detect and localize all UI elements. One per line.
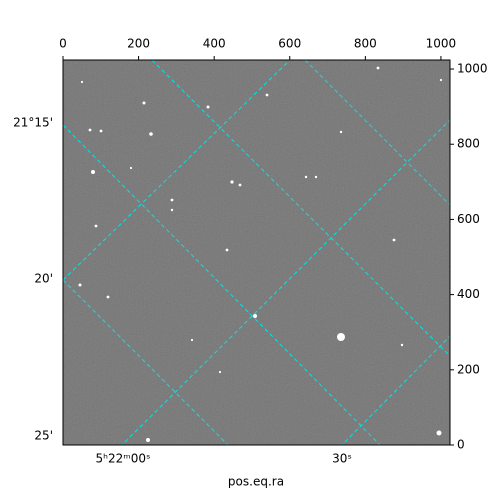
ra-tick-label: 5ʰ22ᵐ00ˢ	[96, 452, 151, 466]
frame	[62, 59, 451, 446]
dec-tick-label: 21°15'	[13, 116, 53, 130]
y-tick-label: 600	[457, 212, 480, 226]
grid-line	[121, 119, 450, 445]
coordinate-grid	[63, 60, 450, 445]
x-tick-label: 400	[203, 37, 226, 51]
y-tick-label: 400	[457, 287, 480, 301]
y-tick-label: 1000	[457, 62, 488, 76]
x-tick-label: 1000	[426, 37, 457, 51]
grid-line	[63, 124, 381, 445]
image-noise	[63, 60, 450, 445]
stars	[78, 66, 443, 442]
x-tick-label: 200	[127, 37, 150, 51]
x-axis-label: pos.eq.ra	[228, 475, 284, 489]
grid-line	[341, 335, 450, 445]
grid-line	[151, 60, 450, 357]
dec-tick-label: 25'	[34, 429, 53, 443]
y-tick-label: 0	[457, 438, 465, 452]
dec-tick-label: 20'	[34, 272, 53, 286]
ra-tick-label: 30ˢ	[332, 452, 352, 466]
x-tick-label: 0	[59, 37, 67, 51]
x-tick-label: 800	[354, 37, 377, 51]
sky-image	[62, 59, 451, 446]
grid-line	[63, 279, 229, 445]
y-tick-label: 200	[457, 362, 480, 376]
y-tick-label: 800	[457, 137, 480, 151]
x-tick-label: 600	[278, 37, 301, 51]
